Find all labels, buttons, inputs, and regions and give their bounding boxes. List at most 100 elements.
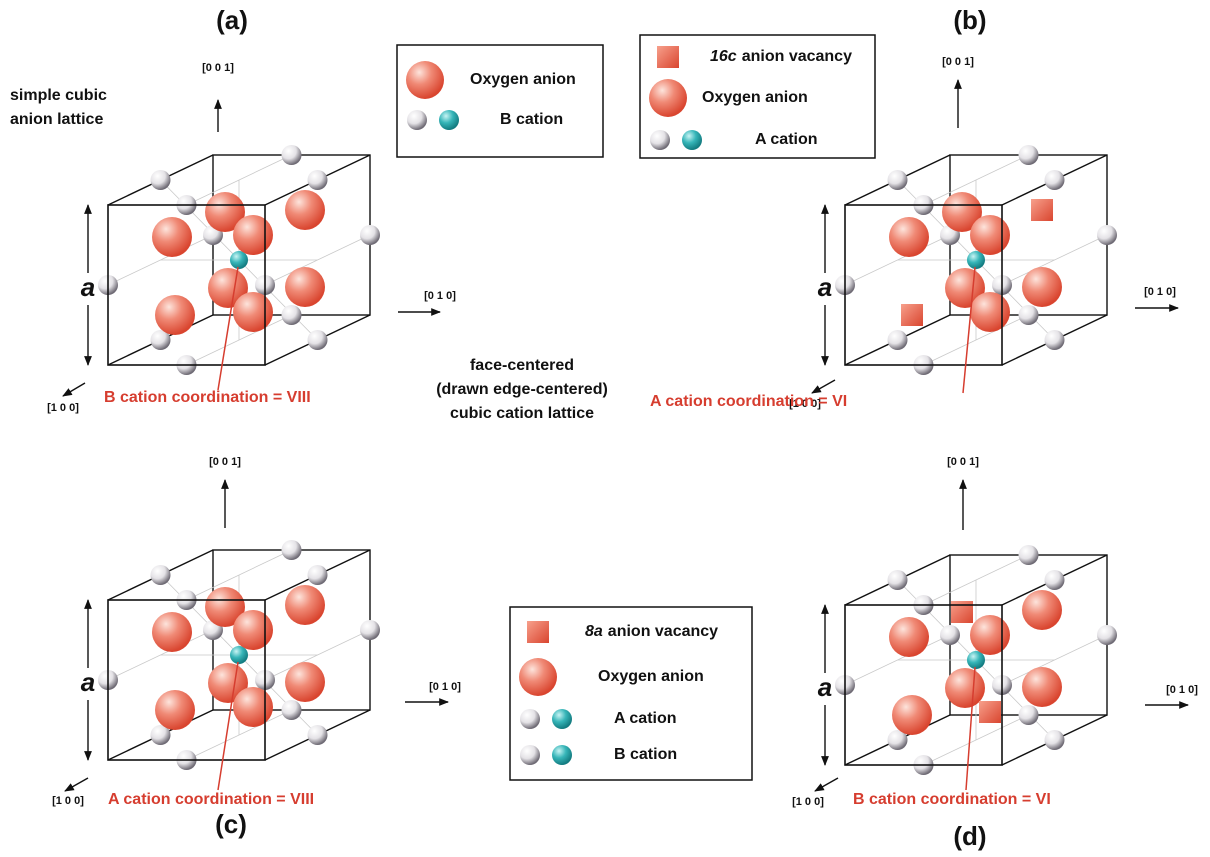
atom <box>1045 570 1065 590</box>
vacancy <box>979 701 1001 723</box>
atom <box>230 646 248 664</box>
atom <box>151 565 171 585</box>
atom <box>360 225 380 245</box>
atom <box>230 251 248 269</box>
atom <box>152 612 192 652</box>
atom <box>282 305 302 325</box>
atom <box>892 695 932 735</box>
atom <box>285 190 325 230</box>
atom <box>1022 590 1062 630</box>
atom <box>650 130 670 150</box>
vacancy <box>1031 199 1053 221</box>
axis-label: [0 0 1] <box>947 456 979 468</box>
atom <box>1022 267 1062 307</box>
axis-arrow <box>65 778 88 791</box>
atom <box>940 625 960 645</box>
atom <box>233 292 273 332</box>
atom <box>282 540 302 560</box>
axis-label: [0 0 1] <box>209 456 241 468</box>
annotation: cubic cation lattice <box>450 405 594 422</box>
atom <box>282 145 302 165</box>
atom <box>889 217 929 257</box>
atom <box>285 662 325 702</box>
atom <box>1019 705 1039 725</box>
axis-label: [0 0 1] <box>942 56 974 68</box>
atom <box>1045 170 1065 190</box>
atom <box>152 217 192 257</box>
atom <box>308 725 328 745</box>
legend-label: 16c anion vacancy <box>710 48 852 65</box>
legend-text: B cation <box>614 746 677 763</box>
axis-label: [0 1 0] <box>424 290 456 302</box>
lattice-parameter: a <box>818 272 832 302</box>
annotation: face-centered <box>470 357 574 374</box>
atom <box>1019 145 1039 165</box>
atom <box>970 215 1010 255</box>
axis-label: [1 0 0] <box>47 402 79 414</box>
atom <box>1022 667 1062 707</box>
atom <box>233 215 273 255</box>
atom <box>888 330 908 350</box>
atom <box>155 690 195 730</box>
atom <box>967 251 985 269</box>
lattice-parameter: a <box>818 672 832 702</box>
legend-text: A cation <box>614 710 677 727</box>
axis-label: [0 1 0] <box>1166 684 1198 696</box>
atom <box>970 292 1010 332</box>
legend-emphasis: 8a <box>585 623 603 640</box>
legend-label: B cation <box>614 746 677 763</box>
legend-text: anion vacancy <box>742 48 852 65</box>
atom <box>308 170 328 190</box>
axis-label: [1 0 0] <box>52 795 84 807</box>
atom <box>552 709 572 729</box>
atom <box>308 565 328 585</box>
atom <box>155 295 195 335</box>
atom <box>151 170 171 190</box>
coordination-label: B cation coordination = VIII <box>104 389 311 406</box>
legend-text: Oxygen anion <box>702 89 808 106</box>
vacancy <box>527 621 549 643</box>
atom <box>308 330 328 350</box>
lattice-parameter: a <box>81 272 95 302</box>
legend-emphasis: 16c <box>710 48 737 65</box>
coordination-label: B cation coordination = VI <box>853 791 1051 808</box>
legend-label: B cation <box>500 111 563 128</box>
atom <box>1019 545 1039 565</box>
legend-label: Oxygen anion <box>702 89 808 106</box>
axis-label: [0 1 0] <box>429 681 461 693</box>
atom <box>233 687 273 727</box>
atom <box>649 79 687 117</box>
atom <box>520 745 540 765</box>
vacancy <box>901 304 923 326</box>
atom <box>682 130 702 150</box>
atom <box>552 745 572 765</box>
atom <box>406 61 444 99</box>
atom <box>233 610 273 650</box>
atom <box>1019 305 1039 325</box>
atom <box>1045 730 1065 750</box>
axis-label: [0 1 0] <box>1144 286 1176 298</box>
annotation: simple cubic <box>10 87 107 104</box>
atom <box>970 615 1010 655</box>
atom <box>888 170 908 190</box>
vacancy <box>657 46 679 68</box>
atom <box>1097 225 1117 245</box>
atom <box>1097 625 1117 645</box>
atom <box>285 267 325 307</box>
panel-label: (b) <box>953 5 986 35</box>
axis-arrow <box>63 383 85 396</box>
atom <box>282 700 302 720</box>
legend-label: A cation <box>755 131 818 148</box>
legend-label: Oxygen anion <box>470 71 576 88</box>
legend-label: A cation <box>614 710 677 727</box>
legend-text: A cation <box>755 131 818 148</box>
legend-label: Oxygen anion <box>598 668 704 685</box>
coordination-label: A cation coordination = VI <box>650 393 847 410</box>
atom <box>888 570 908 590</box>
lattice-parameter: a <box>81 667 95 697</box>
axis-label: [1 0 0] <box>792 796 824 808</box>
atom <box>285 585 325 625</box>
panel-label: (a) <box>216 5 248 35</box>
axis-arrow <box>812 380 835 393</box>
legend-text: B cation <box>500 111 563 128</box>
